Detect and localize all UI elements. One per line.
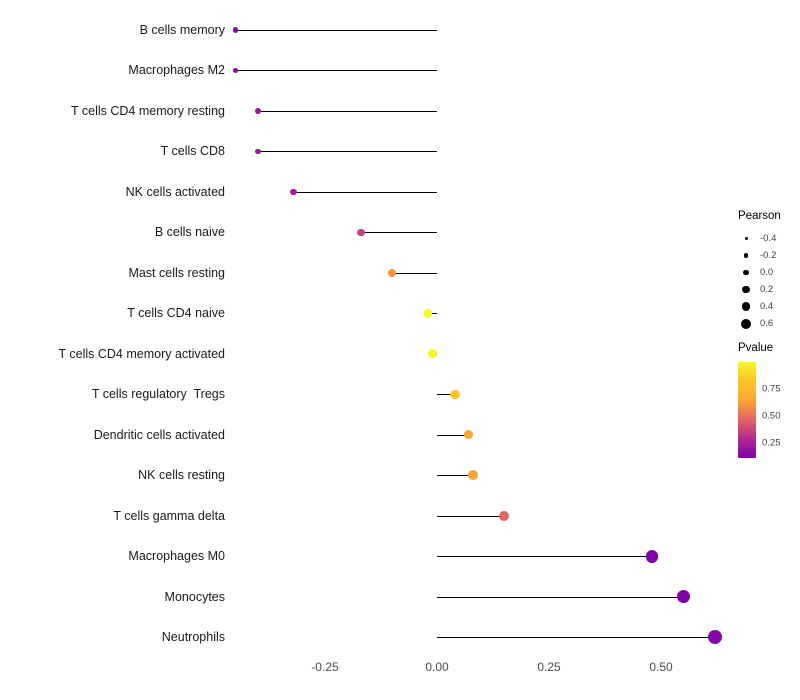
lollipop-stem — [257, 151, 437, 153]
size-legend-items: -0.4 -0.2 0.0 0.2 0.4 0.6 — [738, 230, 781, 332]
category-label: NK cells resting — [138, 468, 225, 483]
x-tick-label: -0.25 — [311, 660, 339, 674]
lollipop-dot — [232, 67, 239, 74]
color-legend-title: Pvalue — [738, 342, 774, 354]
lollipop-dot — [463, 429, 474, 440]
category-label: T cells gamma delta — [113, 508, 225, 523]
size-legend-dot-cell — [738, 302, 754, 311]
lollipop-stem — [235, 70, 437, 72]
category-label: B cells memory — [139, 23, 225, 37]
lollipop-dot — [254, 148, 261, 155]
size-legend-dot — [743, 253, 749, 258]
size-legend-item: 0.0 — [738, 264, 781, 281]
gradient-tick-label: 0.50 — [762, 410, 781, 422]
category-label: Dendritic cells activated — [93, 427, 225, 442]
lollipop-stem — [360, 232, 437, 234]
lollipop-dot — [423, 308, 433, 318]
size-legend-label: 0.0 — [760, 267, 774, 278]
category-label: T cells CD8 — [160, 144, 225, 159]
size-legend-item: 0.6 — [738, 315, 781, 332]
category-label: T cells CD4 memory resting — [71, 103, 225, 118]
size-legend-item: -0.4 — [738, 230, 781, 247]
lollipop-dot — [450, 389, 460, 399]
lollipop-dot — [499, 510, 510, 521]
size-legend-dot-cell — [738, 269, 754, 276]
lollipop-stem — [437, 515, 505, 517]
lollipop-stem — [437, 394, 455, 396]
category-label: Monocytes — [164, 589, 225, 604]
category-label: B cells naive — [154, 225, 225, 240]
lollipop-stem — [257, 110, 437, 112]
lollipop-dot — [645, 549, 659, 563]
size-legend-title: Pearson — [738, 210, 781, 222]
size-legend-label: -0.2 — [760, 250, 777, 261]
gradient-tick-label: 0.75 — [762, 383, 781, 395]
size-legend-dot — [742, 285, 750, 294]
lollipop-dot — [290, 188, 297, 196]
size-legend-label: -0.4 — [760, 233, 777, 244]
lollipop-dot — [428, 349, 437, 359]
category-label: Macrophages M2 — [128, 63, 225, 78]
category-label: Mast cells resting — [128, 265, 225, 280]
lollipop-stem — [235, 30, 437, 31]
category-label: T cells CD4 memory activated — [58, 346, 226, 361]
lollipop-dot — [388, 268, 397, 277]
lollipop-dot — [232, 27, 239, 33]
gradient-tick-label: 0.25 — [762, 437, 781, 449]
lollipop-stem — [437, 434, 469, 436]
size-legend-dot — [744, 237, 748, 240]
lollipop-stem — [437, 556, 653, 558]
lollipop-dot — [676, 589, 691, 604]
lollipop-stem — [293, 191, 437, 193]
size-legend-item: 0.2 — [738, 281, 781, 298]
size-legend-dot — [741, 302, 751, 311]
lollipop-stem — [437, 596, 684, 598]
category-label: Neutrophils — [161, 630, 225, 645]
lollipop-dot — [254, 108, 261, 114]
size-legend-label: 0.6 — [760, 318, 774, 329]
size-legend-label: 0.2 — [760, 284, 774, 295]
category-label: T cells regulatory Tregs — [91, 387, 225, 402]
lollipop-dot — [357, 228, 365, 237]
lollipop-stem — [437, 475, 473, 477]
pvalue-color-legend: Pvalue 0.75 0.50 0.25 — [738, 342, 781, 458]
category-label: T cells CD4 naive — [127, 306, 225, 321]
size-legend-dot-cell — [738, 253, 754, 258]
size-legend-item: -0.2 — [738, 247, 781, 264]
pearson-size-legend: Pearson -0.4 -0.2 0.0 0.2 0.4 0.6 — [738, 210, 781, 332]
size-legend-dot-cell — [738, 237, 754, 240]
lollipop-stem — [392, 272, 437, 274]
lollipop-dot — [468, 470, 478, 480]
size-legend-item: 0.4 — [738, 298, 781, 315]
size-legend-label: 0.4 — [760, 301, 774, 312]
lollipop-stem — [428, 313, 437, 315]
size-legend-dot — [741, 318, 751, 329]
size-legend-dot — [743, 269, 749, 276]
lollipop-stem — [437, 637, 715, 639]
category-label: Macrophages M0 — [128, 549, 225, 564]
x-tick-label: 0.00 — [425, 660, 449, 674]
size-legend-dot-cell — [738, 318, 754, 329]
pvalue-gradient-bar — [738, 362, 756, 458]
lollipop-dot — [707, 630, 722, 645]
category-label: NK cells activated — [125, 184, 225, 199]
x-tick-label: 0.50 — [649, 660, 673, 674]
gradient-wrap: 0.75 0.50 0.25 — [738, 362, 781, 458]
x-tick-label: 0.25 — [537, 660, 561, 674]
size-legend-dot-cell — [738, 285, 754, 294]
